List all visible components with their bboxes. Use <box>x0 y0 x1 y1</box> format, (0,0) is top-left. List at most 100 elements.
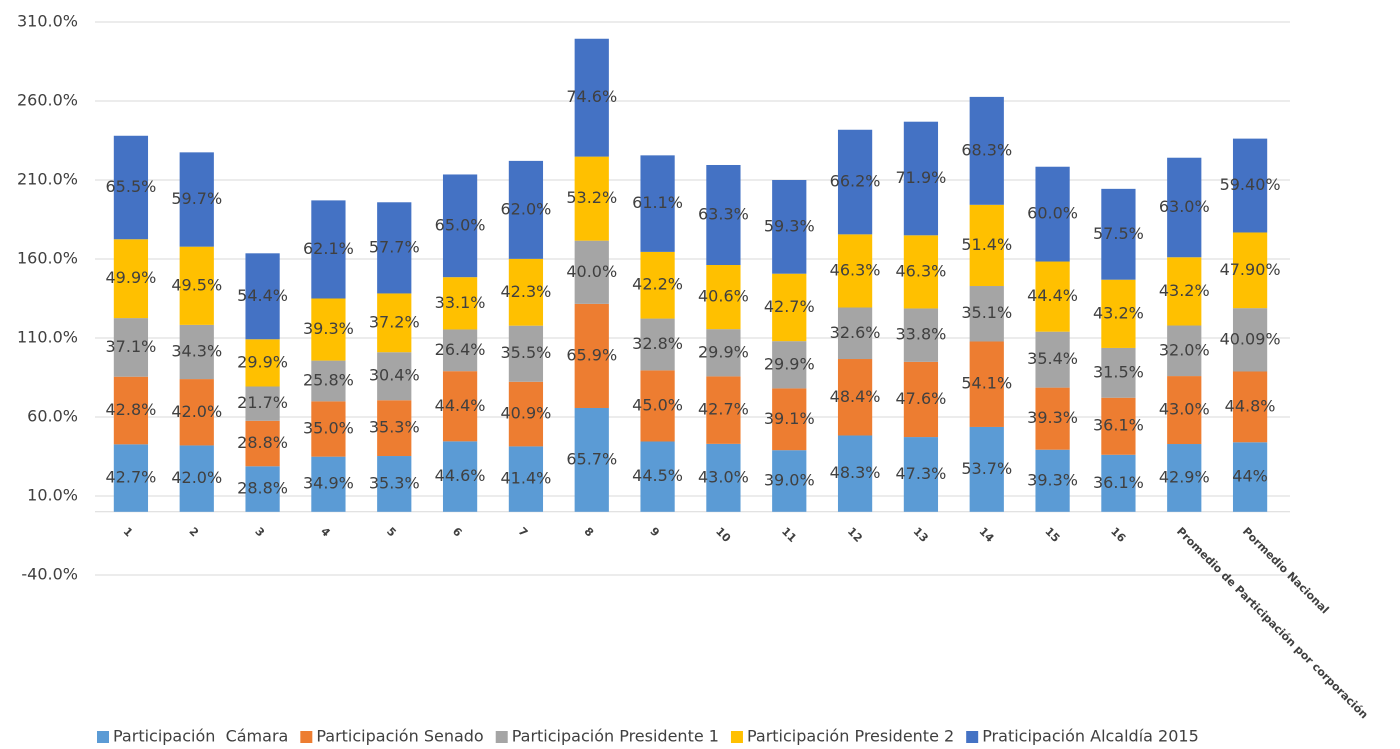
data-label: 59.40% <box>1220 175 1281 194</box>
bar-segment <box>1035 166 1070 262</box>
bar-segment <box>574 303 609 408</box>
bar-segment <box>245 253 280 340</box>
data-label: 57.5% <box>1093 224 1144 243</box>
data-label: 61.1% <box>632 193 683 212</box>
data-label: 46.3% <box>896 261 947 280</box>
x-tick-label: 7 <box>516 525 531 540</box>
bar-segment <box>640 370 675 442</box>
bar-segment <box>706 443 741 512</box>
bar-segment <box>508 325 544 382</box>
bar-segment <box>903 235 939 309</box>
bar-segment <box>1232 308 1268 372</box>
data-label: 36.1% <box>1093 416 1144 435</box>
x-tick-label: 9 <box>647 525 662 540</box>
data-label: 49.9% <box>106 268 157 287</box>
x-tick-label: 12 <box>845 525 865 545</box>
bar-segment <box>245 420 280 467</box>
y-tick-label: 310.0% <box>17 12 78 31</box>
data-label: 34.3% <box>171 341 222 360</box>
bar-segment <box>903 437 939 512</box>
y-tick-label: 260.0% <box>17 91 78 110</box>
bar-segment <box>969 96 1004 205</box>
bar-segment <box>442 371 478 442</box>
bar-segment <box>1035 261 1070 332</box>
data-label: 39.0% <box>764 470 815 489</box>
bar-segment <box>1167 157 1202 258</box>
data-label: 65.7% <box>566 449 617 468</box>
data-label: 42.8% <box>106 400 157 419</box>
data-label: 44.4% <box>1027 286 1078 305</box>
data-label: 48.3% <box>830 463 881 482</box>
data-label: 47.3% <box>896 464 947 483</box>
x-tick-label: 3 <box>252 525 267 540</box>
data-label: 49.5% <box>171 275 222 294</box>
data-label: 42.0% <box>171 402 222 421</box>
x-tick-label: 11 <box>779 525 799 545</box>
y-tick-label: 110.0% <box>17 328 78 347</box>
bar-segment <box>1035 449 1070 512</box>
data-label: 35.5% <box>501 343 552 362</box>
y-tick-label: 10.0% <box>27 486 78 505</box>
data-label: 44.8% <box>1225 396 1276 415</box>
bar-segment <box>113 376 149 445</box>
data-label: 29.9% <box>237 352 288 371</box>
bar-segment <box>442 174 478 278</box>
data-label: 40.09% <box>1220 329 1281 348</box>
y-tick-label: 60.0% <box>27 407 78 426</box>
bar-segment <box>903 361 939 438</box>
bar-segment <box>245 466 280 512</box>
bar-segment <box>442 441 478 512</box>
data-label: 43.2% <box>1093 303 1144 322</box>
bar-segment <box>1167 257 1202 326</box>
data-label: 33.8% <box>896 325 947 344</box>
bar-segment <box>179 445 214 512</box>
bar-segment <box>377 352 412 401</box>
data-label: 59.3% <box>764 216 815 235</box>
bar-segment <box>1101 454 1136 512</box>
bar-segment <box>706 329 741 377</box>
bar-segment <box>113 135 149 240</box>
bar-segment <box>837 234 873 308</box>
bar-segment <box>574 240 609 304</box>
data-label: 35.3% <box>369 473 420 492</box>
data-label: 71.9% <box>896 168 947 187</box>
bar-segment <box>179 379 214 446</box>
legend-swatch <box>966 731 979 743</box>
data-label: 43.0% <box>698 467 749 486</box>
bar-segment <box>772 388 807 451</box>
bar-segment <box>442 329 478 372</box>
data-label: 42.7% <box>106 468 157 487</box>
bar-segment <box>1167 376 1202 445</box>
x-tick-label: 10 <box>713 525 733 545</box>
data-label: 32.8% <box>632 334 683 353</box>
data-label: 42.7% <box>764 297 815 316</box>
bar-segment <box>1101 188 1136 280</box>
data-label: 21.7% <box>237 393 288 412</box>
legend-swatch <box>300 731 313 743</box>
legend-swatch <box>97 731 109 743</box>
data-label: 60.0% <box>1027 204 1078 223</box>
bar-segment <box>837 307 873 360</box>
x-tick-label: 5 <box>384 525 399 540</box>
data-label: 48.4% <box>830 387 881 406</box>
data-label: 41.4% <box>501 469 552 488</box>
x-tick-label: 13 <box>911 525 931 545</box>
data-label: 51.4% <box>961 235 1012 254</box>
data-label: 40.9% <box>501 404 552 423</box>
data-label: 47.90% <box>1220 260 1281 279</box>
data-label: 44.6% <box>435 466 486 485</box>
bar-segment <box>311 456 346 512</box>
data-label: 68.3% <box>961 140 1012 159</box>
data-label: 39.1% <box>764 409 815 428</box>
data-label: 66.2% <box>830 172 881 191</box>
data-label: 34.9% <box>303 474 354 493</box>
bar-segment <box>574 407 609 512</box>
data-label: 37.2% <box>369 312 420 331</box>
data-label: 47.6% <box>896 389 947 408</box>
x-tick-label: 16 <box>1108 525 1128 545</box>
bar-segment <box>574 38 609 157</box>
data-label: 26.4% <box>435 340 486 359</box>
bar-segment <box>640 155 675 252</box>
bar-segment <box>1232 138 1268 233</box>
